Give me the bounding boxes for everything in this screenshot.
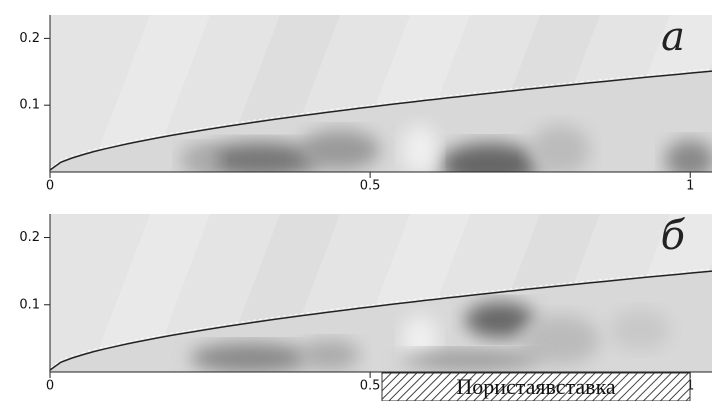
porous-insert <box>381 372 691 401</box>
contour-blob <box>180 145 220 172</box>
contour-blob <box>465 302 535 338</box>
contour-blob <box>440 143 540 172</box>
contour-blob <box>300 340 360 370</box>
contour-blob <box>520 315 600 365</box>
contour-blob <box>402 125 438 172</box>
x-tick-label: 0 <box>46 379 54 394</box>
field <box>50 214 712 372</box>
y-tick-label: 0.2 <box>19 230 40 245</box>
y-tick-label: 0.2 <box>19 31 40 46</box>
field <box>50 15 712 172</box>
contour-blob <box>530 125 590 172</box>
panel-label: а <box>661 14 685 60</box>
contour-blob <box>400 350 540 370</box>
x-tick-label: 1 <box>686 179 694 194</box>
band <box>90 214 210 372</box>
shock-line <box>50 268 712 369</box>
x-tick-label: 0.5 <box>360 179 381 194</box>
x-tick-label: 0 <box>46 179 54 194</box>
panel: 0.1 0.2 0 0.5 1 а <box>19 14 712 194</box>
band <box>90 15 210 172</box>
contour-blob <box>665 140 712 172</box>
y-tick-label: 0.1 <box>19 297 40 312</box>
y-tick-label: 0.1 <box>19 98 40 113</box>
panel-label: б <box>661 213 686 259</box>
x-tick-label: 0.5 <box>360 379 381 394</box>
contour-blob <box>610 310 670 350</box>
shock-line <box>50 68 712 169</box>
annotation: Пористаявставка <box>456 374 616 399</box>
contour-blob <box>300 130 380 170</box>
contour-blob <box>190 343 310 372</box>
body-line <box>50 270 712 371</box>
body-line <box>50 70 712 171</box>
panel: 0.10.200.51б <box>19 213 712 394</box>
contour-blob <box>200 142 320 172</box>
